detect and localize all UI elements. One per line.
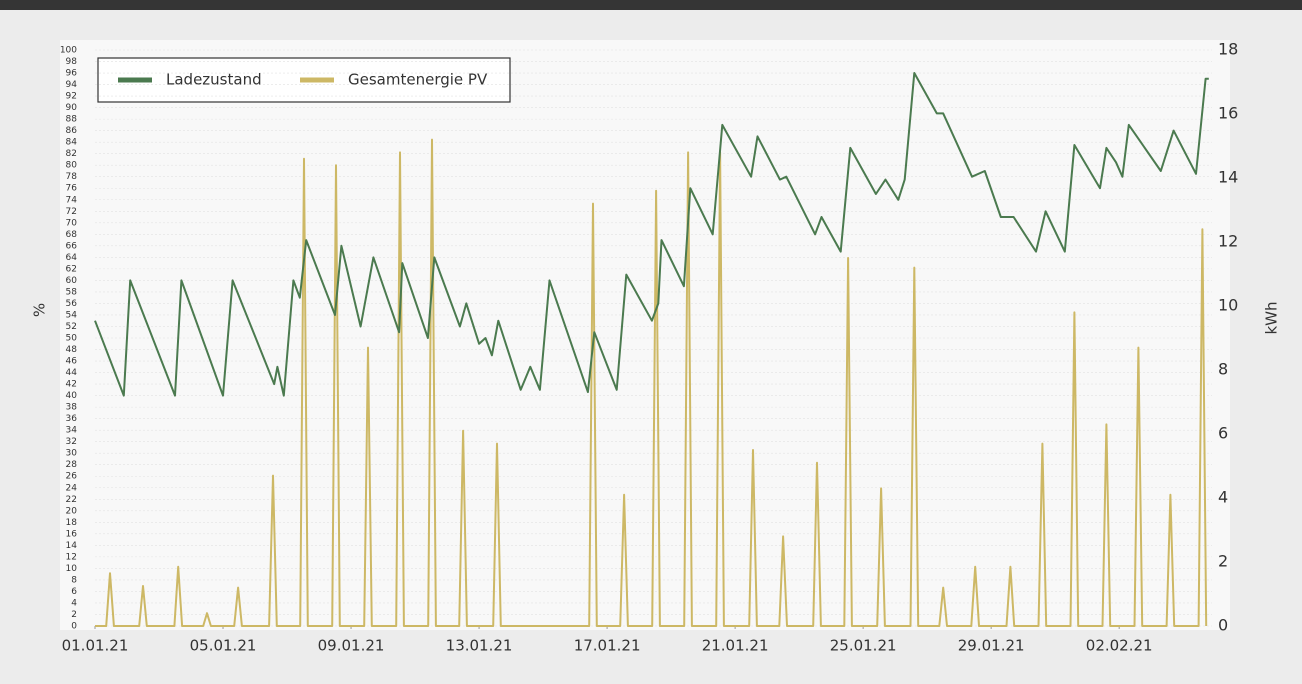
- x-tick-label: 25.01.21: [830, 637, 897, 655]
- y-axis-label: %: [31, 303, 49, 317]
- y-tick-label: 8: [71, 575, 77, 585]
- y-tick-label: 26: [66, 472, 78, 482]
- y-tick-label: 74: [66, 195, 78, 205]
- y2-tick-label: 2: [1218, 552, 1228, 571]
- y-tick-label: 2: [71, 610, 77, 620]
- y-tick-label: 54: [66, 310, 78, 320]
- legend-label: Ladezustand: [166, 71, 262, 89]
- y-tick-label: 70: [66, 218, 78, 228]
- y-tick-label: 66: [66, 241, 78, 251]
- x-tick-label: 29.01.21: [958, 637, 1025, 655]
- y-tick-label: 40: [66, 391, 78, 401]
- y2-tick-label: 4: [1218, 488, 1228, 507]
- y2-tick-label: 12: [1218, 232, 1238, 251]
- y-tick-label: 98: [66, 57, 78, 67]
- y-tick-label: 38: [66, 403, 78, 413]
- y-tick-label: 34: [66, 426, 78, 436]
- series-line: [94, 72, 1209, 397]
- y-tick-label: 86: [66, 126, 78, 136]
- y-tick-label: 68: [66, 230, 78, 240]
- plot-area: [60, 40, 1230, 630]
- y-tick-label: 42: [66, 380, 77, 390]
- x-tick-label: 05.01.21: [190, 637, 257, 655]
- y-tick-label: 88: [66, 115, 78, 125]
- y-tick-label: 12: [66, 552, 77, 562]
- y-tick-label: 18: [66, 518, 78, 528]
- top-bar: [0, 0, 1302, 10]
- series-line: [95, 138, 1208, 627]
- y-tick-label: 78: [66, 172, 78, 182]
- y2-tick-label: 16: [1218, 104, 1238, 123]
- legend-label: Gesamtenergie PV: [348, 71, 488, 89]
- y-tick-label: 0: [71, 622, 77, 632]
- y-tick-label: 62: [66, 264, 77, 274]
- y-tick-label: 56: [66, 299, 78, 309]
- y-tick-label: 94: [66, 80, 78, 90]
- y-tick-label: 16: [66, 529, 78, 539]
- y2-tick-label: 8: [1218, 360, 1228, 379]
- y-tick-label: 14: [66, 541, 78, 551]
- x-tick-label: 02.02.21: [1086, 637, 1153, 655]
- y-tick-label: 24: [66, 483, 78, 493]
- y-tick-label: 22: [66, 495, 77, 505]
- y2-tick-label: 18: [1218, 40, 1238, 59]
- y-tick-label: 20: [66, 506, 78, 516]
- y-tick-label: 32: [66, 437, 77, 447]
- y-tick-label: 72: [66, 207, 77, 217]
- y-tick-label: 92: [66, 92, 77, 102]
- y-tick-label: 28: [66, 460, 78, 470]
- y2-tick-label: 6: [1218, 424, 1228, 443]
- y-tick-label: 50: [66, 334, 78, 344]
- y-tick-label: 52: [66, 322, 77, 332]
- y-tick-label: 90: [66, 103, 78, 113]
- y-tick-label: 30: [66, 449, 78, 459]
- y2-tick-label: 0: [1218, 616, 1228, 635]
- y-tick-label: 36: [66, 414, 78, 424]
- x-tick-label: 13.01.21: [446, 637, 513, 655]
- y-tick-label: 48: [66, 345, 78, 355]
- y-tick-label: 60: [66, 276, 78, 286]
- y-tick-label: 100: [60, 46, 77, 56]
- y2-tick-label: 14: [1218, 168, 1238, 187]
- x-tick-label: 09.01.21: [318, 637, 385, 655]
- y2-tick-label: 10: [1218, 296, 1238, 315]
- y-tick-label: 82: [66, 149, 77, 159]
- y-tick-label: 6: [71, 587, 77, 597]
- x-tick-label: 01.01.21: [62, 637, 129, 655]
- x-tick-label: 17.01.21: [574, 637, 641, 655]
- y-tick-label: 84: [66, 138, 78, 148]
- y-tick-label: 96: [66, 69, 78, 79]
- y-tick-label: 64: [66, 253, 78, 263]
- y2-axis-label: kWh: [1263, 301, 1281, 334]
- y-tick-label: 46: [66, 357, 78, 367]
- y-tick-label: 80: [66, 161, 78, 171]
- y-tick-label: 4: [71, 598, 77, 608]
- y-tick-label: 44: [66, 368, 78, 378]
- x-tick-label: 21.01.21: [702, 637, 769, 655]
- y-tick-label: 58: [66, 287, 78, 297]
- y-tick-label: 10: [66, 564, 78, 574]
- y-tick-label: 76: [66, 184, 78, 194]
